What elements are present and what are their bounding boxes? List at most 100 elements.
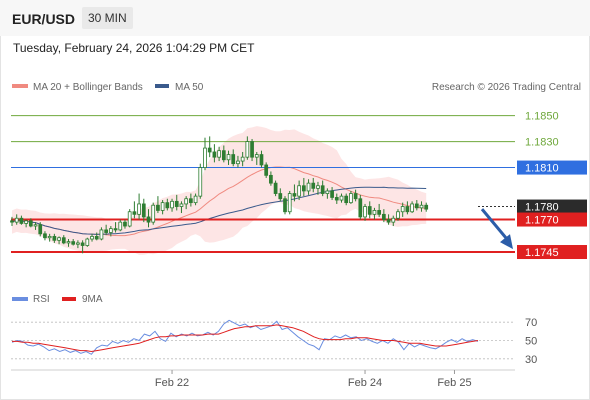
bearish-candle bbox=[381, 213, 386, 220]
rsi-tick-label: 50 bbox=[525, 336, 537, 348]
bullish-candle bbox=[297, 185, 301, 197]
bearish-candle bbox=[250, 141, 254, 158]
rsi-tick-label: 70 bbox=[525, 317, 537, 329]
bearish-candle bbox=[189, 198, 193, 204]
bullish-candle bbox=[193, 195, 198, 204]
bullish-candle bbox=[184, 198, 189, 205]
bullish-candle bbox=[179, 203, 184, 207]
bearish-candle bbox=[38, 224, 43, 235]
bearish-candle bbox=[424, 204, 429, 210]
bearish-candle bbox=[10, 220, 14, 223]
bullish-candle bbox=[245, 141, 250, 158]
x-tick-label: Feb 22 bbox=[155, 377, 189, 389]
timeframe-button[interactable]: 30 MIN bbox=[82, 7, 133, 29]
bearish-candle bbox=[405, 206, 410, 213]
bearish-candle bbox=[141, 203, 146, 218]
bullish-candle bbox=[363, 206, 367, 218]
bullish-candle bbox=[127, 211, 132, 227]
bullish-candle bbox=[137, 203, 141, 215]
x-axis-ticks: Feb 22 Feb 24 Feb 25 bbox=[155, 370, 472, 389]
ma50-legend-label: MA 50 bbox=[175, 82, 204, 93]
bollinger-band-area bbox=[12, 126, 427, 255]
resistance-level-label: 1.1830 bbox=[525, 137, 559, 149]
ma9-legend-swatch bbox=[62, 297, 76, 301]
bullish-candle bbox=[57, 237, 61, 241]
ma20-legend-swatch bbox=[12, 84, 28, 88]
bullish-candle bbox=[217, 150, 221, 158]
bullish-candle bbox=[47, 236, 52, 239]
bullish-candle bbox=[391, 217, 396, 223]
pivot-level-label: 1.1810 bbox=[525, 163, 559, 175]
bearish-candle bbox=[344, 195, 349, 204]
bearish-candle bbox=[269, 174, 273, 184]
header-bar: EUR/USD 30 MIN bbox=[0, 0, 590, 36]
ma50-legend-swatch bbox=[155, 84, 169, 88]
bearish-candle bbox=[71, 241, 76, 245]
resistance-level-label: 1.1850 bbox=[525, 111, 559, 123]
bullish-candle bbox=[349, 193, 353, 204]
bullish-candle bbox=[85, 238, 90, 246]
bearish-candle bbox=[278, 193, 283, 200]
ma20-legend-label: MA 20 + Bollinger Bands bbox=[33, 82, 143, 93]
bullish-candle bbox=[14, 217, 19, 223]
forecast-arrow bbox=[480, 208, 513, 250]
support-level-label: 1.1745 bbox=[525, 247, 559, 259]
bearish-candle bbox=[19, 217, 24, 224]
ma9-line bbox=[12, 324, 479, 353]
bearish-candle bbox=[358, 198, 363, 218]
x-tick-label: Feb 25 bbox=[437, 377, 471, 389]
bearish-candle bbox=[221, 150, 226, 161]
copyright-label: Research © 2026 Trading Central bbox=[432, 82, 581, 93]
bullish-candle bbox=[90, 236, 94, 240]
bearish-candle bbox=[334, 197, 339, 201]
bearish-candle bbox=[259, 154, 264, 166]
bullish-candle bbox=[396, 211, 400, 219]
bearish-candle bbox=[273, 182, 278, 194]
bearish-candle bbox=[414, 203, 419, 209]
bearish-candle bbox=[367, 206, 372, 215]
bullish-candle bbox=[339, 195, 344, 201]
bullish-candle bbox=[151, 204, 156, 223]
bullish-candle bbox=[108, 228, 113, 233]
bullish-candle bbox=[236, 160, 240, 165]
bearish-candle bbox=[156, 204, 160, 211]
bearish-candle bbox=[386, 219, 391, 223]
datetime-label: Tuesday, February 24, 2026 1:04:29 PM CE… bbox=[13, 41, 255, 55]
support-level-label: 1.1770 bbox=[525, 215, 559, 227]
rsi-legend-label: RSI bbox=[33, 294, 50, 305]
bullish-candle bbox=[24, 220, 28, 224]
bearish-candle bbox=[353, 193, 358, 200]
symbol-label: EUR/USD bbox=[12, 11, 76, 27]
support-level-tag bbox=[517, 245, 587, 260]
last-price-tag bbox=[517, 199, 587, 214]
bearish-candle bbox=[104, 229, 109, 233]
bearish-candle bbox=[123, 221, 127, 227]
bullish-candle bbox=[419, 204, 424, 209]
bearish-candle bbox=[301, 185, 306, 192]
last-price-label: 1.1780 bbox=[525, 202, 559, 214]
forecast-arrow-shaft bbox=[480, 208, 509, 241]
bearish-candle bbox=[43, 233, 47, 239]
bullish-candle bbox=[287, 193, 292, 213]
bearish-candle bbox=[165, 202, 170, 209]
ma50-line bbox=[11, 186, 427, 235]
bearish-candle bbox=[292, 193, 297, 197]
support-level-tag bbox=[517, 212, 587, 227]
bullish-candle bbox=[198, 167, 203, 197]
bearish-candle bbox=[146, 216, 151, 223]
bearish-candle bbox=[132, 211, 137, 215]
rsi-panel: 70 50 30 bbox=[11, 317, 537, 366]
bullish-candle bbox=[400, 206, 405, 213]
bullish-candle bbox=[99, 229, 104, 240]
bearish-candle bbox=[207, 147, 212, 153]
x-tick-label: Feb 24 bbox=[348, 377, 382, 389]
bullish-candle bbox=[76, 242, 80, 245]
bearish-candle bbox=[377, 210, 382, 215]
bullish-candle bbox=[160, 202, 165, 211]
bullish-candle bbox=[325, 190, 330, 194]
bullish-candle bbox=[118, 221, 123, 231]
bearish-candle bbox=[330, 190, 334, 198]
bearish-candle bbox=[94, 236, 99, 240]
bullish-candle bbox=[33, 224, 38, 227]
